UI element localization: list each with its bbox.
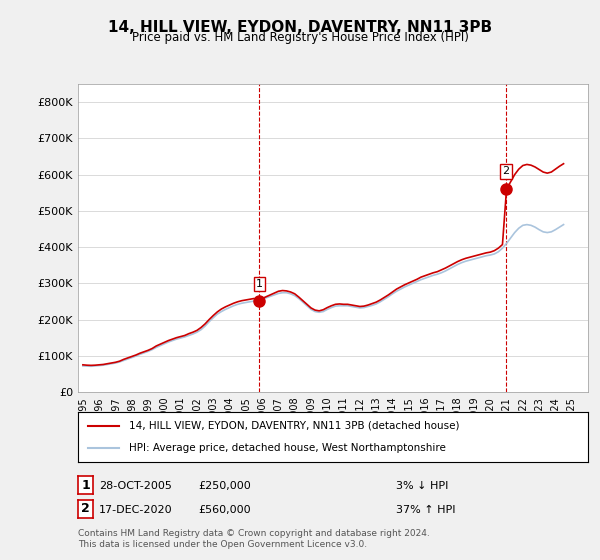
Text: 2: 2 [81, 502, 90, 515]
Text: 37% ↑ HPI: 37% ↑ HPI [396, 505, 455, 515]
Text: Contains HM Land Registry data © Crown copyright and database right 2024.
This d: Contains HM Land Registry data © Crown c… [78, 529, 430, 549]
Text: Price paid vs. HM Land Registry's House Price Index (HPI): Price paid vs. HM Land Registry's House … [131, 31, 469, 44]
Text: 3% ↓ HPI: 3% ↓ HPI [396, 481, 448, 491]
Text: HPI: Average price, detached house, West Northamptonshire: HPI: Average price, detached house, West… [129, 443, 446, 453]
Text: £250,000: £250,000 [198, 481, 251, 491]
Text: 17-DEC-2020: 17-DEC-2020 [99, 505, 173, 515]
Text: 28-OCT-2005: 28-OCT-2005 [99, 481, 172, 491]
Text: 1: 1 [81, 479, 90, 492]
Text: 1: 1 [256, 279, 263, 289]
Text: 14, HILL VIEW, EYDON, DAVENTRY, NN11 3PB (detached house): 14, HILL VIEW, EYDON, DAVENTRY, NN11 3PB… [129, 421, 460, 431]
Text: £560,000: £560,000 [198, 505, 251, 515]
Text: 2: 2 [502, 166, 509, 176]
Text: 14, HILL VIEW, EYDON, DAVENTRY, NN11 3PB: 14, HILL VIEW, EYDON, DAVENTRY, NN11 3PB [108, 20, 492, 35]
